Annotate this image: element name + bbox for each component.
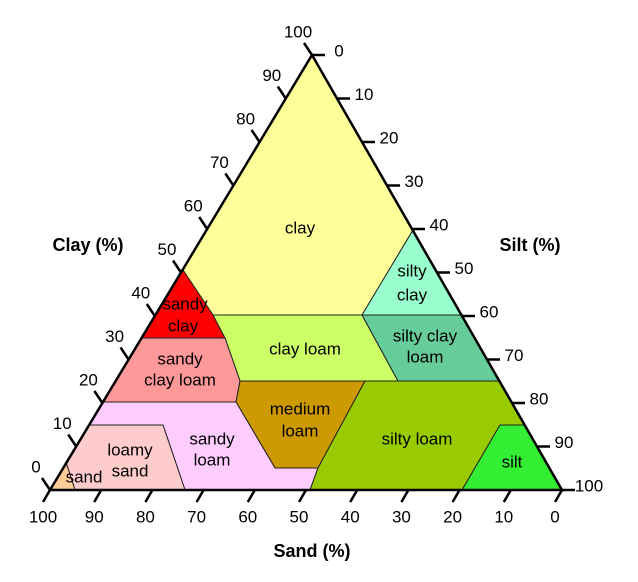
region-label: clay: [285, 218, 316, 237]
region-label: sandy: [157, 349, 203, 368]
sand-axis-title: Sand (%): [273, 541, 350, 561]
region-label: clay loam: [269, 339, 341, 358]
tick-mark: [451, 489, 461, 503]
tick-label: 20: [380, 128, 399, 147]
tick-label: 80: [136, 507, 155, 526]
region-label: clay: [397, 285, 428, 304]
tick-mark: [119, 346, 130, 361]
region-label: loam: [194, 450, 231, 469]
tick-label: 0: [334, 41, 343, 60]
region-label: silty loam: [382, 429, 453, 448]
tick-mark: [400, 489, 410, 503]
ticks: 0102030405060708090100010203040506070809…: [29, 22, 603, 526]
region-label: silt: [502, 452, 523, 471]
tick-label: 70: [187, 507, 206, 526]
region-label: medium: [270, 399, 330, 418]
tick-mark: [502, 489, 512, 503]
tick-mark: [198, 216, 209, 230]
tick-label: 80: [530, 389, 549, 408]
tick-mark: [41, 489, 52, 503]
tick-label: 70: [505, 346, 524, 365]
tick-label: 10: [53, 414, 72, 433]
tick-label: 20: [79, 370, 98, 389]
tick-label: 40: [341, 507, 360, 526]
tick-mark: [93, 390, 104, 404]
silt-axis-title: Silt (%): [500, 235, 561, 255]
tick-label: 100: [29, 507, 57, 526]
tick-label: 40: [131, 283, 150, 302]
tick-label: 50: [158, 240, 177, 259]
region-label: silty: [397, 261, 427, 280]
tick-mark: [40, 477, 52, 491]
tick-mark: [171, 259, 183, 274]
tick-mark: [145, 303, 156, 317]
region-clay: [182, 54, 414, 316]
region-labels: clay silty clay sandy clay clay loam sil…: [66, 218, 523, 486]
region-label: loam: [282, 421, 319, 440]
tick-mark: [67, 433, 78, 448]
tick-label: 100: [284, 22, 312, 41]
tick-mark: [276, 85, 287, 100]
tick-label: 50: [455, 259, 474, 278]
region-label: sand: [112, 461, 149, 480]
tick-label: 30: [392, 507, 411, 526]
tick-mark: [144, 489, 154, 503]
tick-mark: [349, 489, 359, 503]
tick-label: 0: [31, 457, 40, 476]
tick-mark: [302, 42, 314, 56]
tick-mark: [250, 129, 261, 143]
tick-label: 90: [555, 433, 574, 452]
tick-label: 70: [210, 153, 229, 172]
tick-mark: [195, 489, 205, 503]
tick-label: 20: [443, 507, 462, 526]
region-label: sandy: [162, 294, 208, 313]
region-label: sandy: [189, 429, 235, 448]
tick-mark: [553, 489, 564, 503]
region-label: silty clay: [393, 326, 458, 345]
region-label: loam: [407, 347, 444, 366]
tick-label: 60: [480, 302, 499, 321]
tick-label: 100: [575, 476, 603, 495]
tick-label: 60: [238, 507, 257, 526]
tick-label: 90: [85, 507, 104, 526]
tick-label: 80: [236, 109, 255, 128]
tick-label: 30: [105, 327, 124, 346]
region-label: clay loam: [144, 370, 216, 389]
region-label: clay: [168, 316, 199, 335]
region-label: sand: [66, 467, 103, 486]
tick-label: 0: [550, 507, 559, 526]
region-label: loamy: [107, 440, 153, 459]
tick-mark: [246, 489, 256, 503]
tick-label: 60: [184, 196, 203, 215]
tick-label: 10: [355, 85, 374, 104]
tick-mark: [297, 489, 308, 503]
tick-mark: [93, 489, 103, 503]
tick-label: 90: [262, 66, 281, 85]
tick-mark: [224, 172, 235, 187]
tick-label: 30: [405, 172, 424, 191]
clay-axis-title: Clay (%): [52, 235, 123, 255]
tick-label: 40: [430, 215, 449, 234]
tick-label: 10: [494, 507, 513, 526]
tick-label: 50: [290, 507, 309, 526]
